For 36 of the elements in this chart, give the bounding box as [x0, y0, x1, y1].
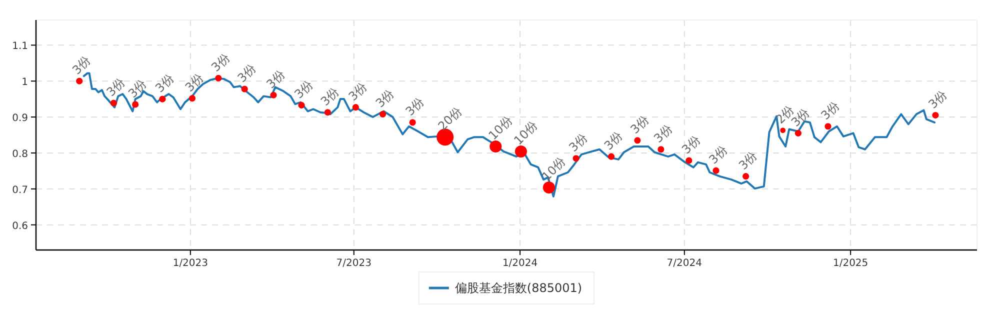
annotation: 3份: [346, 80, 370, 104]
annotation: 3份: [70, 53, 94, 78]
annotation: 3份: [736, 148, 760, 172]
y-tick-label: 0.6: [12, 220, 28, 232]
annotation: 3份: [318, 84, 342, 108]
annotation: 3份: [182, 70, 206, 94]
annotation: 3份: [818, 98, 842, 122]
annotation: 3份: [601, 128, 626, 153]
x-tick-label: 7/2023: [336, 258, 372, 269]
annotation: 3份: [706, 142, 730, 167]
x-tick-label: 7/2024: [666, 258, 702, 269]
annotation: 3份: [208, 50, 232, 74]
annotation: 3份: [292, 78, 316, 102]
legend-label: 偏股基金指数(885001): [454, 281, 582, 295]
annotation: 3份: [628, 112, 652, 137]
annotation: 10份: [539, 154, 568, 184]
x-tick-label: 1/2024: [502, 258, 538, 269]
annotation: 3份: [126, 76, 150, 101]
annotation: 3份: [926, 88, 950, 112]
annotation: 20份: [435, 104, 465, 134]
y-tick-label: 0.8: [12, 148, 28, 160]
y-tick-label: 1: [22, 77, 28, 88]
annotation: 3份: [264, 67, 288, 92]
annotation: 3份: [651, 122, 675, 146]
annotation: 3份: [104, 75, 128, 100]
annotation: 3份: [373, 86, 397, 110]
x-tick-label: 1/2025: [832, 258, 868, 269]
x-tick-label: 1/2023: [172, 258, 208, 269]
annotation: 3份: [402, 94, 427, 119]
annotation: 3份: [566, 130, 590, 154]
annotation: 3份: [234, 61, 259, 86]
y-tick-label: 0.9: [12, 113, 28, 124]
annotation: 3份: [679, 132, 703, 157]
y-tick-label: 1.1: [12, 41, 28, 52]
y-tick-label: 0.7: [12, 184, 28, 196]
annotation: 3份: [152, 71, 176, 96]
